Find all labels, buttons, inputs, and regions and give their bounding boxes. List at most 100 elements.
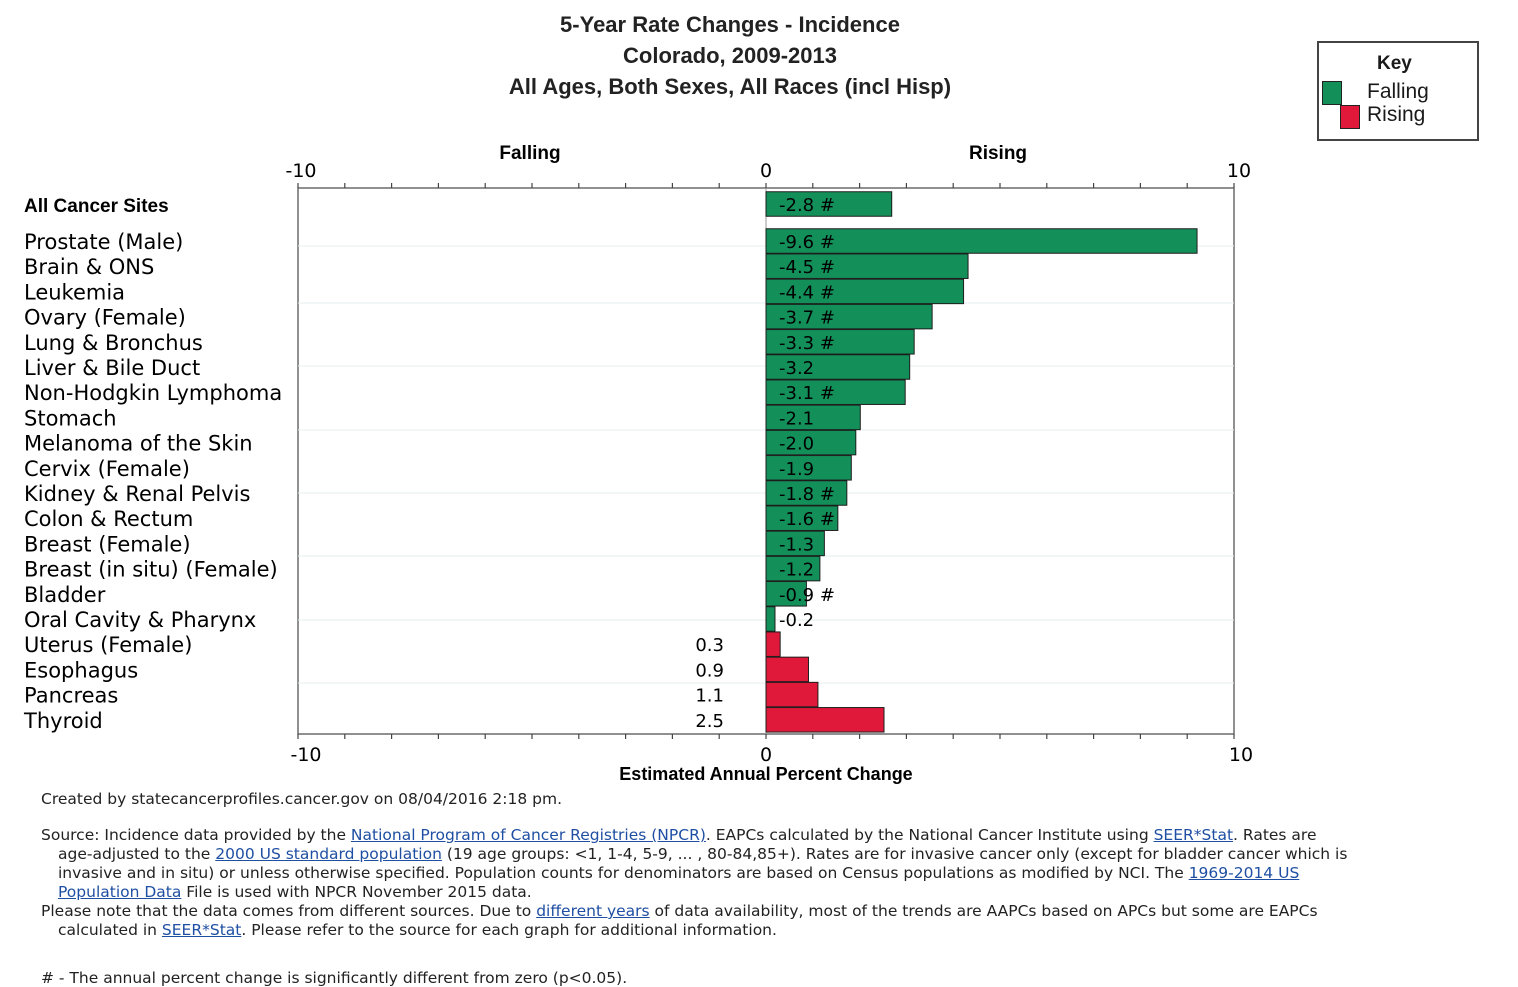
bar — [765, 278, 965, 305]
bar-chart: All Cancer Sites Prostate (Male)Brain & O… — [23, 143, 1253, 784]
value-label: 2.5 — [695, 711, 724, 732]
footer-source-line-3: invasive and in situ) or unless otherwis… — [58, 864, 1299, 882]
footer-note-suffix: of data availability, most of the trends… — [649, 902, 1318, 920]
bar — [765, 429, 857, 456]
bar — [765, 480, 848, 506]
category-label: Bladder — [24, 583, 106, 607]
bar — [765, 455, 852, 481]
footer-source-line-2: age-adjusted to the 2000 US standard pop… — [58, 845, 1347, 863]
different-years-link[interactable]: different years — [536, 902, 650, 920]
category-label: Uterus (Female) — [24, 633, 192, 657]
category-labels: All Cancer Sites Prostate (Male)Brain & O… — [23, 196, 282, 733]
legend-rising-label: Rising — [1367, 103, 1426, 126]
value-label: 0.9 — [695, 660, 724, 681]
bar — [765, 228, 1198, 254]
category-label: Brain & ONS — [24, 255, 154, 279]
value-label: -9.6 # — [779, 232, 835, 253]
bar — [765, 555, 821, 582]
seerstat-link[interactable]: SEER*Stat — [1153, 826, 1234, 844]
category-label: Esophagus — [24, 658, 138, 682]
value-label: -2.1 — [779, 408, 814, 429]
bar — [765, 606, 776, 632]
footer-line2-prefix: age-adjusted to the — [58, 845, 216, 863]
category-label: Kidney & Renal Pelvis — [24, 482, 250, 506]
us-1969-2014-link[interactable]: 1969-2014 US — [1188, 864, 1300, 882]
bar — [765, 404, 861, 431]
value-label: 1.1 — [695, 686, 724, 707]
seerstat-link-2[interactable]: SEER*Stat — [161, 921, 242, 939]
x-tick-label-bottom: 10 — [1229, 744, 1253, 766]
x-tick-label-top: -10 — [285, 160, 316, 182]
footer-significance-note: # - The annual percent change is signifi… — [41, 969, 628, 987]
category-label: Pancreas — [24, 684, 118, 708]
chart-title-line-2: Colorado, 2009-2013 — [623, 43, 837, 68]
footer-source-mid2: . Rates are — [1233, 826, 1317, 844]
footer-source-line-4: Population Data File is used with NPCR N… — [58, 883, 532, 901]
value-label: 0.3 — [695, 635, 724, 656]
category-label: Breast (in situ) (Female) — [24, 558, 278, 582]
value-label: -1.9 — [779, 459, 814, 480]
value-label: -4.5 # — [779, 257, 835, 278]
legend-falling-swatch — [1322, 81, 1342, 105]
value-labels: -2.8 # -9.6 # -4.5 # -4.4 # -3.7 # -3.3 # -3.2… — [695, 195, 835, 732]
value-label: -3.7 # — [779, 308, 835, 329]
footer-line4-suffix: File is used with NPCR November 2015 dat… — [181, 883, 532, 901]
category-label: Ovary (Female) — [24, 306, 186, 330]
bar — [765, 505, 839, 531]
value-label: -2.0 — [779, 434, 814, 455]
value-label: -1.2 — [779, 560, 814, 581]
footer-line2-suffix: (19 age groups: <1, 1-4, 5-9, ... , 80-8… — [441, 845, 1348, 863]
footer-line6-prefix: calculated in — [58, 921, 162, 939]
footer-source-mid1: . EAPCs calculated by the National Cance… — [705, 826, 1154, 844]
x-axis-label: Estimated Annual Percent Change — [619, 764, 912, 784]
population-data-link[interactable]: Population Data — [58, 883, 182, 901]
legend-rising-swatch — [1340, 105, 1360, 129]
footer-note-line-1: Please note that the data comes from dif… — [41, 902, 1318, 920]
axis-ticks: -10 -10 0 0 10 10 — [285, 160, 1253, 766]
x-tick-label-bottom: 0 — [760, 744, 772, 766]
value-label: -1.8 # — [779, 484, 835, 505]
category-label: Prostate (Male) — [24, 230, 183, 254]
value-label: -1.3 — [779, 534, 814, 555]
value-label: -0.9 # — [779, 585, 835, 606]
footer-created: Created by statecancerprofiles.cancer.go… — [41, 790, 563, 808]
legend-title: Key — [1377, 53, 1412, 74]
footer-source-prefix: Source: Incidence data provided by the — [41, 826, 351, 844]
bar — [765, 354, 911, 380]
category-label: Colon & Rectum — [24, 507, 193, 531]
category-label: Cervix (Female) — [24, 457, 190, 481]
bar — [765, 191, 893, 217]
category-label: Thyroid — [23, 709, 103, 733]
category-label: Oral Cavity & Pharynx — [24, 608, 256, 632]
footer-line3-prefix: invasive and in situ) or unless otherwis… — [58, 864, 1189, 882]
category-label: Liver & Bile Duct — [24, 356, 200, 380]
x-tick-label-top: 0 — [760, 160, 772, 182]
legend-key: Key Falling Rising — [1317, 41, 1479, 141]
value-label: -3.2 — [779, 358, 814, 379]
bars — [765, 191, 1198, 733]
bar — [765, 581, 807, 607]
bar — [765, 707, 885, 733]
chart-title-line-1: 5-Year Rate Changes - Incidence — [560, 12, 900, 37]
category-label: Stomach — [24, 406, 117, 430]
x-tick-label-bottom: -10 — [290, 744, 321, 766]
value-label: -1.6 # — [779, 509, 835, 530]
footer-line6-suffix: . Please refer to the source for each gr… — [241, 921, 777, 939]
npcr-link[interactable]: National Program of Cancer Registries (N… — [350, 826, 706, 844]
falling-header: Falling — [499, 143, 560, 164]
footer-note-prefix: Please note that the data comes from dif… — [41, 902, 537, 920]
bar — [765, 530, 825, 557]
standard-population-link[interactable]: 2000 US standard population — [215, 845, 442, 863]
category-label: Leukemia — [24, 280, 125, 304]
category-label: All Cancer Sites — [24, 196, 169, 217]
value-label: -3.3 # — [779, 333, 835, 354]
category-label: Melanoma of the Skin — [24, 432, 253, 456]
x-tick-label-top: 10 — [1227, 160, 1251, 182]
bar — [765, 253, 969, 279]
value-label: -2.8 # — [779, 195, 835, 216]
category-label: Non-Hodgkin Lymphoma — [24, 381, 282, 405]
category-label: Lung & Bronchus — [24, 331, 203, 355]
bar — [765, 681, 819, 708]
bar — [765, 631, 781, 657]
value-label: -0.2 — [779, 610, 814, 631]
